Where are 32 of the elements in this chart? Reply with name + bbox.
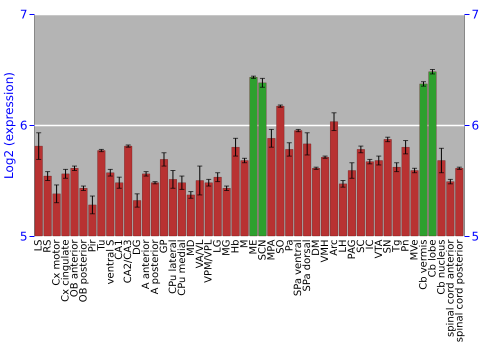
y2-tick-label: 7	[472, 8, 480, 22]
x-tick-label: LH	[338, 240, 349, 253]
x-tick-label: SO	[275, 239, 286, 254]
y-tick-label: 6	[20, 118, 28, 132]
x-tick-label: Cb nucleus	[436, 240, 448, 295]
y-tick-label: 7	[20, 8, 28, 22]
x-tick-label: MPA	[266, 239, 278, 260]
x-tick-label: DG	[132, 240, 144, 255]
y2-tick-label: 5	[472, 230, 480, 244]
x-tick-label: spinal cord anterior	[445, 238, 456, 337]
x-tick-label: PAG	[346, 240, 358, 260]
x-tick-label: CPu medial	[176, 240, 188, 296]
y2-tick-label: 6	[472, 118, 480, 132]
x-tick-label: Tg	[392, 240, 403, 253]
x-tick-label: A posterior	[150, 238, 162, 294]
x-tick-label: IC	[364, 239, 376, 250]
x-tick-label: Tu	[96, 240, 108, 252]
y-axis-title: Log2 (expression)	[2, 72, 16, 179]
x-tick-label: Cb lobe	[427, 240, 438, 278]
y-tick-label: 5	[20, 230, 28, 244]
x-tick-label: SC	[356, 239, 367, 253]
x-tick-label: MVe	[410, 240, 421, 260]
x-tick-label: Pa	[284, 240, 296, 252]
x-tick-label: OB posterior	[78, 238, 90, 302]
x-tick-label: SCN	[257, 240, 268, 260]
x-tick-label: RS	[42, 240, 54, 253]
x-tick-label: MD	[186, 239, 197, 256]
x-tick-label: GP	[158, 240, 170, 254]
x-tick-label: ME	[248, 240, 260, 254]
x-tick-label: OB anterior	[69, 238, 80, 298]
x-tick-label: spinal cord posterior	[454, 238, 466, 342]
x-tick-label: Pir	[87, 238, 98, 252]
